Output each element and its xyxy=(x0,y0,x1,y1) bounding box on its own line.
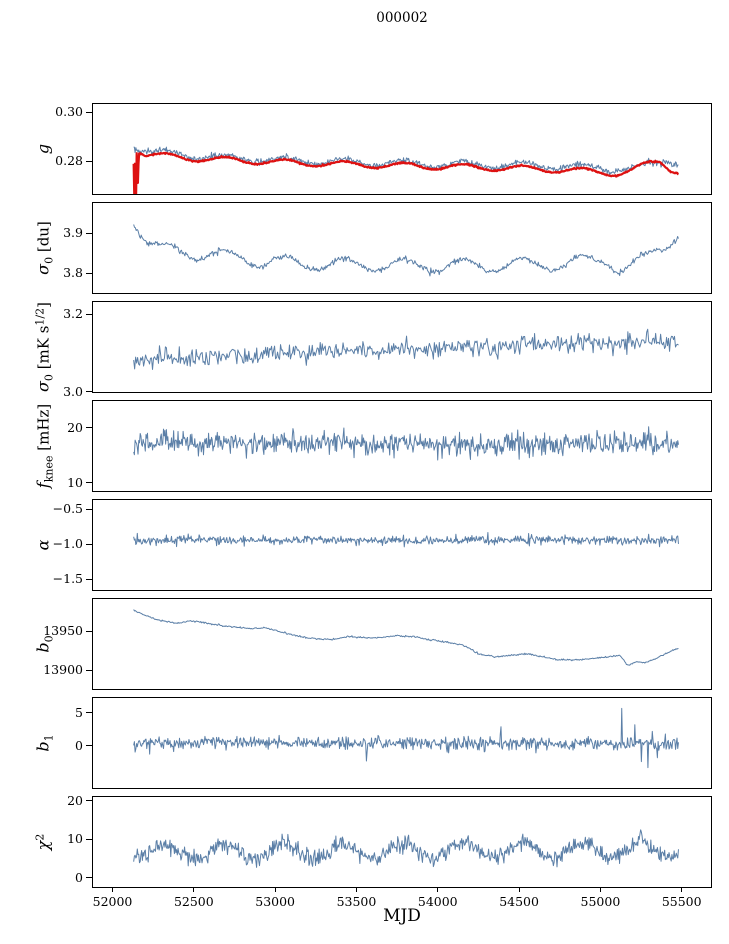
y-tick-label: 0.28 xyxy=(55,153,83,169)
subplot-b0: b0 13950 13900 xyxy=(34,598,712,690)
plot-area-g xyxy=(93,104,711,194)
x-tick-label: 54000 xyxy=(417,894,458,909)
y-tick-label: 13900 xyxy=(43,662,83,678)
y-tick-label: 10 xyxy=(67,474,83,490)
plot-area-chi2 xyxy=(93,797,711,887)
y-tick-mark xyxy=(86,272,92,274)
subplot-g: g 0.30 0.28 xyxy=(34,103,712,195)
plot-area-sigma0-du xyxy=(93,203,711,293)
y-tick-mark xyxy=(86,111,92,113)
x-tick-mark xyxy=(112,887,114,892)
x-tick-mark xyxy=(437,887,439,892)
y-axis-label-segment: 0 xyxy=(42,256,56,264)
y-tick-label: 0 xyxy=(75,869,83,885)
y-tick-mark xyxy=(86,877,92,879)
x-tick-label: 55500 xyxy=(661,894,702,909)
chart-title: 000002 xyxy=(376,10,428,26)
subplot-fknee: fknee [mHz] 20 10 xyxy=(34,400,712,492)
y-tick-label: 3.8 xyxy=(63,265,83,280)
y-axis-label-segment: 0 xyxy=(42,374,56,382)
y-tick-label: 10 xyxy=(67,831,83,847)
x-tick-label: 54500 xyxy=(499,894,539,909)
plot-area-b0 xyxy=(93,599,711,689)
subplot-sigma0-mk: σ0 [mK s1/2] 3.2 3.0 xyxy=(34,301,712,399)
y-tick-mark xyxy=(86,630,92,632)
x-tick-mark xyxy=(193,887,195,892)
subplot-chi2: χ2 20 10 0 xyxy=(34,793,712,888)
y-tick-label: 5 xyxy=(75,704,83,720)
x-tick-label: 53500 xyxy=(336,894,377,909)
y-tick-label: 20 xyxy=(67,792,83,808)
y-tick-mark xyxy=(86,427,92,429)
plot-area-alpha xyxy=(93,500,711,590)
plot-area-b1 xyxy=(93,698,711,788)
plot-area-sigma0-mk xyxy=(93,302,711,392)
y-tick-mark xyxy=(86,482,92,484)
y-tick-label: 0 xyxy=(75,737,83,753)
y-tick-mark xyxy=(86,391,92,393)
subplot-alpha: α −0.5 −1.0 −1.5 xyxy=(34,499,712,591)
x-axis-title: MJD xyxy=(383,906,421,926)
y-tick-mark xyxy=(86,745,92,747)
x-tick-mark xyxy=(274,887,276,892)
y-tick-mark xyxy=(86,578,92,580)
subplot-sigma0-du: σ0 [du] 3.9 3.8 xyxy=(34,202,712,294)
y-tick-label: 3.0 xyxy=(63,383,83,399)
y-tick-label: 3.2 xyxy=(63,306,83,322)
y-tick-label: −1.0 xyxy=(52,536,83,552)
x-tick-mark xyxy=(518,887,520,892)
y-tick-mark xyxy=(86,160,92,162)
x-axis: 52000 52500 53000 53500 54000 54500 55000 55500 xyxy=(93,887,711,927)
y-tick-mark xyxy=(86,232,92,234)
y-tick-label: 3.9 xyxy=(63,225,83,240)
y-tick-mark xyxy=(86,543,92,545)
x-tick-label: 55000 xyxy=(580,894,621,909)
y-tick-mark xyxy=(86,712,92,714)
y-tick-label: 20 xyxy=(67,419,83,435)
y-tick-mark xyxy=(86,508,92,510)
y-axis-label-segment: [mK s xyxy=(34,325,53,375)
x-tick-mark xyxy=(355,887,357,892)
y-tick-label: −0.5 xyxy=(52,501,83,517)
x-tick-label: 52500 xyxy=(173,894,214,909)
y-tick-label: 13950 xyxy=(43,623,83,639)
x-tick-mark xyxy=(599,887,601,892)
y-tick-mark xyxy=(86,838,92,840)
y-tick-mark xyxy=(86,313,92,315)
y-tick-label: 0.30 xyxy=(55,104,83,120)
y-tick-mark xyxy=(86,669,92,671)
y-tick-label: −1.5 xyxy=(52,571,83,586)
y-tick-mark xyxy=(86,800,92,802)
y-axis-label-segment: b xyxy=(33,642,53,653)
plot-area-fknee xyxy=(93,401,711,491)
x-tick-mark xyxy=(681,887,683,892)
x-tick-label: 53000 xyxy=(255,894,296,909)
x-tick-label: 52000 xyxy=(92,894,133,909)
